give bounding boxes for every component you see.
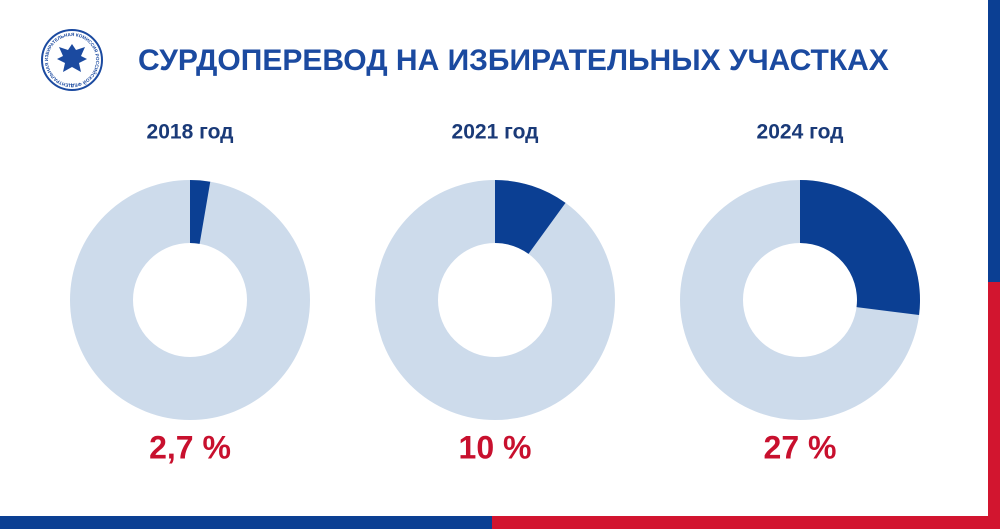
- hand-sign-area: [134, 244, 246, 356]
- donut-slice: [800, 180, 920, 316]
- edge-stripe-blue: [988, 0, 1000, 282]
- percent-label: 27 %: [764, 429, 837, 465]
- donut-slice: [495, 180, 566, 254]
- year-label: 2024 год: [757, 121, 844, 144]
- year-label: 2021 год: [452, 121, 539, 144]
- donut-slice: [190, 180, 211, 244]
- page-title: СУРДОПЕРЕВОД НА ИЗБИРАТЕЛЬНЫХ УЧАСТКАХ: [138, 44, 889, 77]
- edge-stripe-red: [988, 282, 1000, 529]
- logo-eagle: [57, 44, 87, 72]
- hand-sign-area: [744, 244, 856, 356]
- percent-label: 10 %: [459, 429, 532, 465]
- percent-label: 2,7 %: [149, 429, 231, 465]
- hand-sign-area: [439, 244, 551, 356]
- year-label: 2018 год: [147, 121, 234, 144]
- bottom-stripe-blue: [0, 516, 492, 529]
- bottom-stripe-red: [492, 516, 1000, 529]
